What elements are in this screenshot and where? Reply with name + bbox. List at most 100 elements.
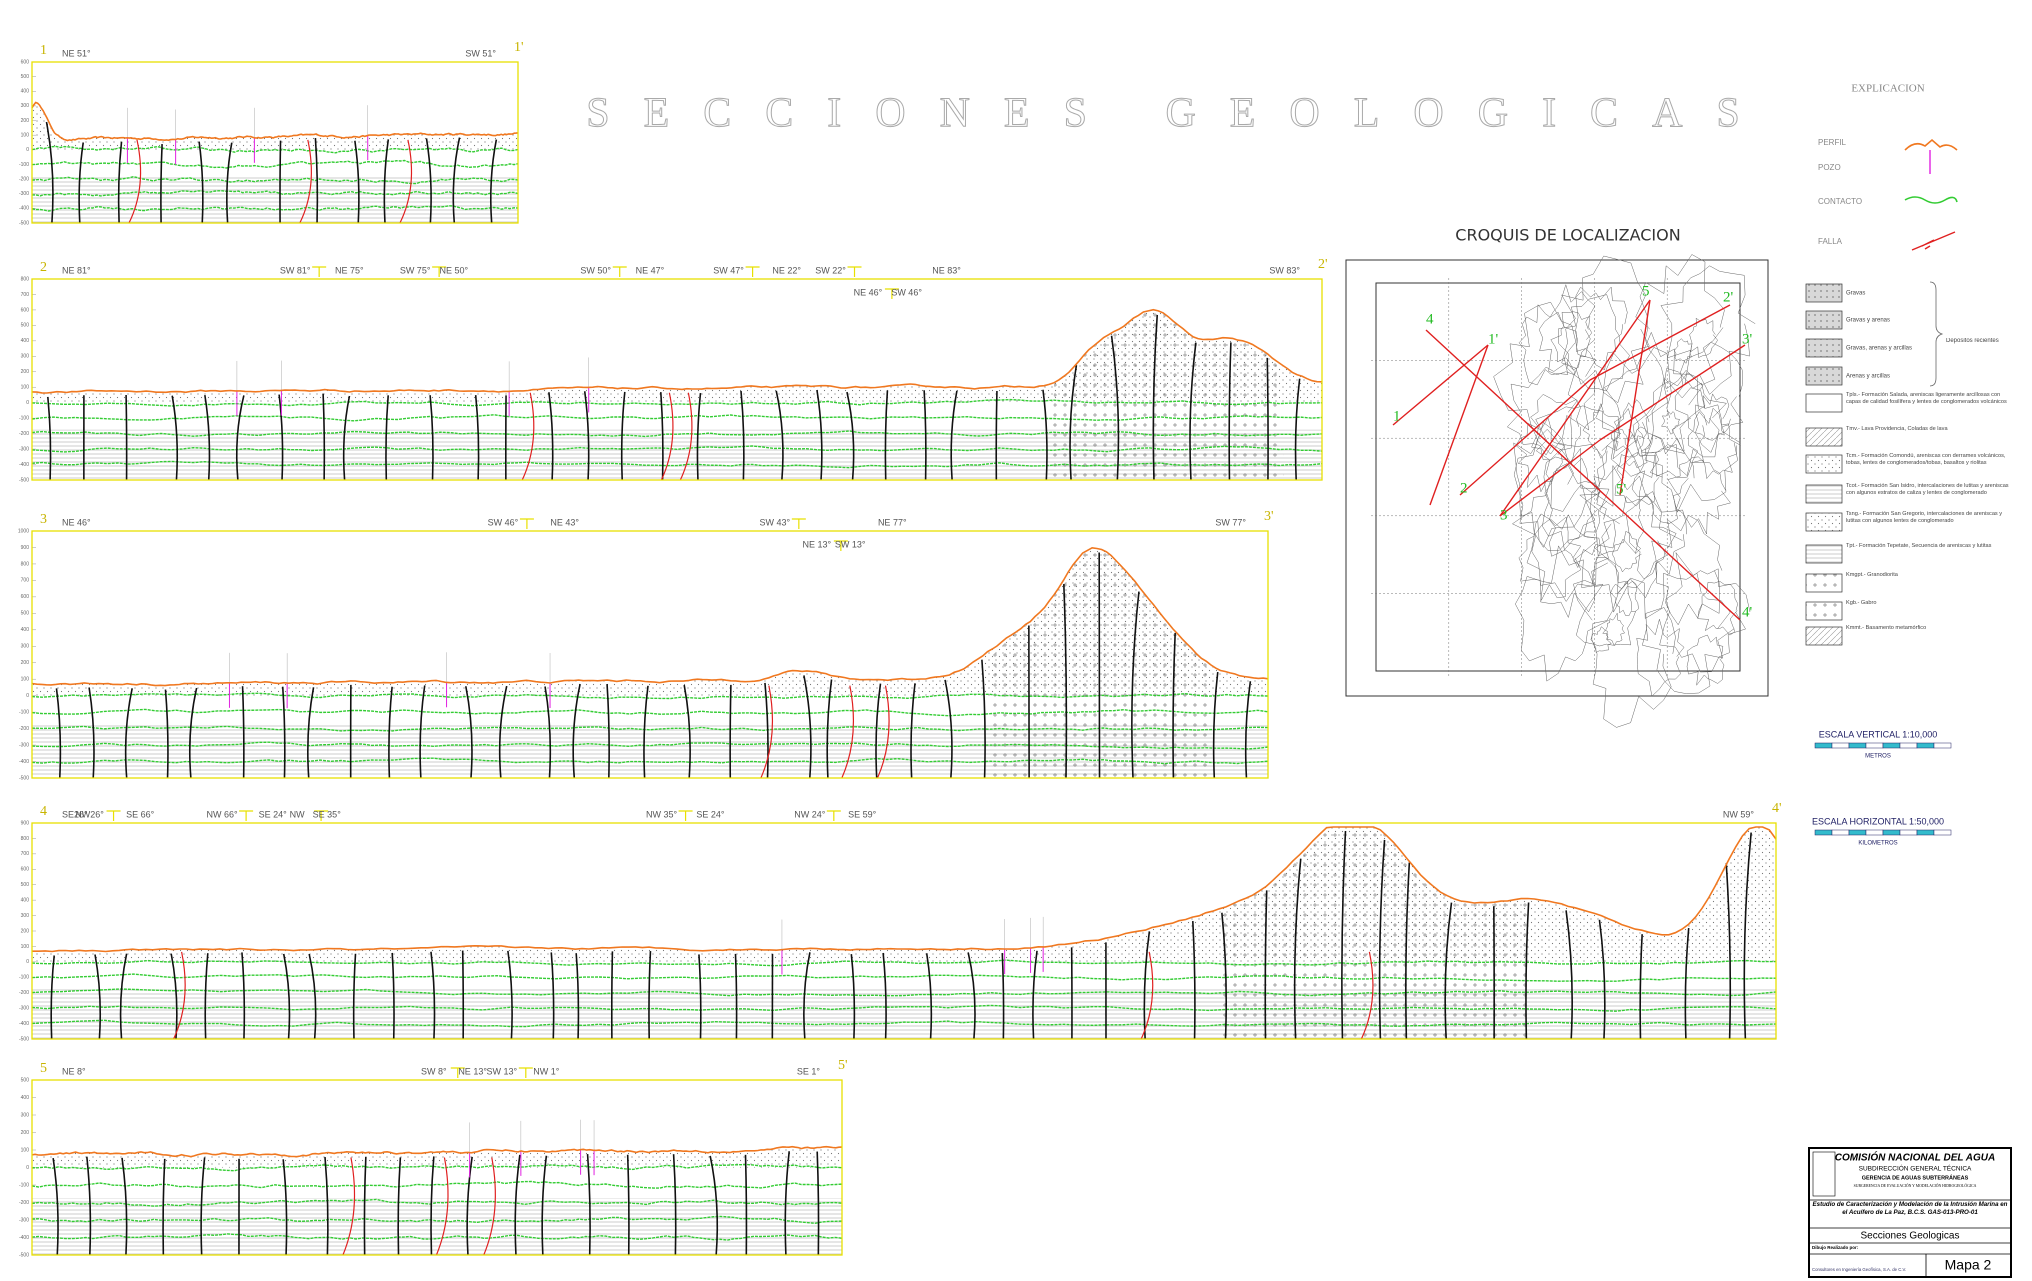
section-frame bbox=[31, 61, 519, 224]
elevation-label: -200 bbox=[19, 726, 29, 732]
legend-formation-label: Tmv.- Lava Providencia, Coladas de lava bbox=[1846, 426, 1948, 432]
fault bbox=[826, 679, 833, 779]
section: 600 500 400 300 200 100 0 -100 -200 -300 -400 -500 1… bbox=[19, 40, 524, 226]
elevation-label: 500 bbox=[21, 1077, 30, 1083]
contact-line bbox=[31, 145, 519, 154]
bend-label: NE 83° bbox=[932, 265, 961, 275]
contour bbox=[1673, 338, 1693, 364]
legend-formation-label: Tsng.- Formación San Gregorio, intercala… bbox=[1846, 511, 2003, 524]
contour bbox=[1591, 577, 1676, 728]
elevation-label: 200 bbox=[21, 660, 30, 666]
unit-dotted bbox=[32, 102, 518, 150]
contact-line bbox=[31, 757, 1269, 765]
contour bbox=[1582, 402, 1620, 459]
fault bbox=[925, 953, 933, 1040]
elevation-label: -200 bbox=[19, 176, 29, 182]
unit-igneous bbox=[989, 547, 1213, 778]
croquis-section-line bbox=[1619, 299, 1651, 496]
croquis-section-line bbox=[1589, 304, 1731, 381]
croquis-label: 1 bbox=[1393, 408, 1401, 424]
fault bbox=[764, 682, 769, 779]
section-end: SW 51° bbox=[465, 48, 496, 58]
fault bbox=[648, 951, 652, 1040]
fault bbox=[944, 679, 953, 779]
contact-line bbox=[31, 741, 1269, 750]
fault-major bbox=[1360, 951, 1374, 1040]
fault bbox=[775, 390, 784, 481]
legend-formation-label-box: Kmmt.- Basamento metamórfico bbox=[1846, 625, 1926, 631]
fault bbox=[461, 950, 465, 1040]
section-end: NW 59° bbox=[1723, 809, 1755, 819]
legend-title: EXPLICACION bbox=[1851, 83, 1924, 95]
fault bbox=[1266, 357, 1269, 481]
legend-brace bbox=[1929, 281, 1944, 387]
fault bbox=[981, 659, 986, 779]
legend-formation-label-box: Kgb.- Gabro bbox=[1846, 600, 1877, 606]
contact-line bbox=[31, 1004, 1777, 1012]
elevation-label: 400 bbox=[21, 1095, 30, 1101]
scale-segment bbox=[1865, 829, 1884, 836]
title-block bbox=[1808, 1147, 2012, 1278]
elevation-label: -300 bbox=[19, 191, 29, 197]
fault bbox=[1189, 342, 1197, 481]
section-number: 1 bbox=[40, 43, 47, 58]
fault bbox=[696, 392, 702, 481]
fault bbox=[995, 390, 998, 481]
legend-formation-label: Kgb.- Gabro bbox=[1846, 600, 1877, 606]
contact-line bbox=[31, 414, 1323, 422]
fault bbox=[1152, 314, 1159, 481]
fault-major bbox=[342, 1157, 356, 1256]
bend-mark bbox=[239, 810, 254, 821]
contour bbox=[1611, 531, 1642, 573]
elevation-label: 800 bbox=[21, 561, 30, 567]
contact-line bbox=[31, 1019, 1777, 1028]
bend-label: NW 35° bbox=[646, 809, 678, 819]
fault bbox=[548, 392, 554, 481]
contour bbox=[1625, 491, 1687, 580]
elevation-label: -200 bbox=[19, 990, 29, 996]
title-sheet: Mapa 2 bbox=[1945, 1257, 1992, 1273]
contour bbox=[1667, 456, 1731, 535]
section-number: 2 bbox=[40, 260, 47, 275]
contact-line bbox=[31, 1180, 843, 1189]
section-frame bbox=[31, 530, 1269, 779]
fault bbox=[803, 675, 812, 779]
profile-line bbox=[31, 546, 1269, 687]
elevation-label: 300 bbox=[21, 1112, 30, 1118]
scale-title: ESCALA VERTICAL 1:10,000 bbox=[1819, 729, 1938, 739]
fault bbox=[430, 1156, 435, 1256]
title-company: Consultores en Ingeniería Geofísica, S.A… bbox=[1812, 1267, 1906, 1272]
fault bbox=[324, 1156, 329, 1256]
scale-segment bbox=[1848, 829, 1867, 836]
bend-label: SW 47° bbox=[713, 265, 744, 275]
contour bbox=[1526, 514, 1609, 619]
croquis-title: CROQUIS DE LOCALIZACION bbox=[1455, 226, 1680, 245]
contact-line bbox=[31, 988, 1777, 997]
bend-label: SW 13° bbox=[835, 539, 866, 549]
elevation-label: 500 bbox=[21, 323, 30, 329]
elevation-label: -500 bbox=[19, 1252, 29, 1258]
fault bbox=[816, 1151, 820, 1256]
fault bbox=[241, 952, 246, 1040]
bend-mark bbox=[106, 810, 121, 821]
fault bbox=[740, 390, 745, 481]
legend-swatch bbox=[1805, 393, 1843, 413]
elevation-label: 800 bbox=[21, 276, 30, 282]
title-sheet-name: Secciones Geologicas bbox=[1861, 1231, 1960, 1242]
contour bbox=[1535, 405, 1622, 512]
bend-label: NW26° bbox=[75, 809, 104, 819]
contour bbox=[1695, 393, 1731, 441]
contour bbox=[1550, 311, 1595, 371]
fault bbox=[419, 685, 426, 779]
fault bbox=[314, 137, 319, 224]
elevation-label: -300 bbox=[19, 446, 29, 452]
bend-label: NW 24° bbox=[794, 809, 826, 819]
unit-hatched bbox=[32, 175, 518, 223]
fault bbox=[1143, 931, 1151, 1040]
fault bbox=[281, 686, 286, 779]
fault bbox=[846, 391, 855, 481]
scale-segment bbox=[1933, 829, 1952, 836]
title-drawn-by: Dibujo Realizado por: bbox=[1812, 1245, 1859, 1250]
fault bbox=[124, 688, 133, 779]
legend-formation-label-box: Tcot.- Formación San Isidro, intercalaci… bbox=[1846, 483, 2009, 496]
